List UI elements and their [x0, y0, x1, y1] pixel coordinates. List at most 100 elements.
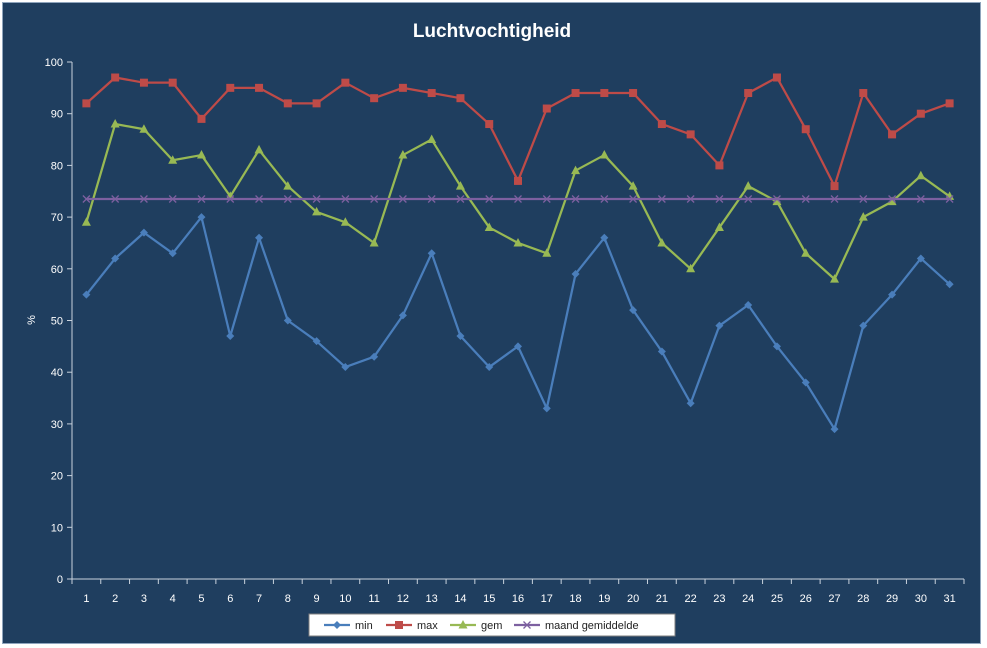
data-point: [859, 89, 868, 98]
x-tick-label: 15: [483, 593, 495, 605]
data-point: [82, 195, 91, 203]
series-line: [85, 215, 951, 431]
y-axis-label: %: [26, 315, 38, 325]
data-point: [571, 269, 580, 278]
x-tick-label: 9: [314, 593, 320, 605]
data-point: [168, 195, 177, 203]
data-point: [744, 195, 753, 203]
data-point: [427, 195, 436, 203]
data-point: [600, 195, 609, 203]
x-tick-label: 16: [512, 593, 524, 605]
y-tick-label: 90: [51, 109, 63, 121]
x-tick-label: 27: [828, 593, 840, 605]
data-point: [887, 196, 897, 206]
data-point: [542, 248, 552, 257]
data-point: [599, 150, 609, 159]
data-point: [628, 181, 638, 190]
data-point: [197, 213, 206, 222]
data-point: [255, 233, 264, 242]
data-point: [340, 217, 350, 226]
data-point: [945, 280, 954, 289]
x-tick-label: 14: [454, 593, 466, 605]
data-point: [427, 134, 437, 144]
data-point: [772, 73, 781, 82]
data-point: [341, 78, 350, 87]
data-point: [801, 125, 810, 134]
x-tick-label: 17: [541, 593, 553, 605]
data-point: [657, 120, 666, 129]
data-point: [341, 195, 350, 203]
x-tick-label: 5: [198, 593, 204, 605]
data-point: [714, 222, 724, 231]
data-point: [916, 254, 925, 263]
data-point: [514, 342, 522, 351]
data-point: [255, 195, 263, 203]
y-tick-label: 70: [51, 212, 63, 224]
data-point: [197, 114, 206, 123]
y-tick-label: 0: [57, 574, 63, 586]
data-point: [514, 195, 522, 203]
data-point: [168, 155, 178, 164]
data-point: [571, 89, 580, 98]
legend-label: max: [417, 620, 438, 632]
data-point: [888, 290, 897, 299]
data-point: [888, 130, 897, 139]
data-point: [111, 73, 120, 82]
data-point: [715, 161, 724, 170]
data-point: [283, 195, 292, 203]
x-tick-label: 1: [83, 593, 89, 605]
x-tick-label: 21: [656, 593, 668, 605]
data-point: [485, 363, 494, 372]
data-point: [571, 195, 580, 203]
x-tick-label: 30: [915, 593, 927, 605]
data-point: [312, 195, 321, 203]
data-point: [858, 212, 868, 221]
x-tick-label: 12: [397, 593, 409, 605]
data-point: [456, 332, 465, 341]
x-tick-label: 19: [598, 593, 610, 605]
y-tick-label: 100: [45, 57, 63, 69]
data-point: [859, 321, 868, 330]
x-tick-label: 22: [685, 593, 697, 605]
series-max: [82, 73, 954, 191]
series-line: [85, 122, 951, 281]
legend-label: maand gemiddelde: [545, 620, 639, 632]
x-tick-label: 13: [426, 593, 438, 605]
data-point: [801, 195, 810, 203]
legend-swatch-marker: [333, 621, 341, 629]
data-point: [197, 195, 206, 203]
chart-title: Luchtvochtigheid: [413, 21, 571, 42]
data-point: [743, 181, 753, 190]
data-point: [744, 300, 753, 309]
data-point: [283, 99, 292, 108]
legend-item: maand gemiddelde: [514, 620, 639, 632]
data-point: [398, 311, 407, 320]
data-point: [657, 237, 667, 247]
data-point: [542, 104, 551, 113]
x-tick-label: 3: [141, 593, 147, 605]
legend-label: min: [355, 620, 373, 632]
data-point: [715, 321, 724, 330]
data-point: [888, 195, 897, 203]
data-point: [139, 228, 148, 237]
x-tick-label: 10: [339, 593, 351, 605]
data-point: [542, 195, 551, 203]
data-point: [82, 290, 91, 299]
data-point: [139, 195, 148, 203]
x-tick-label: 23: [713, 593, 725, 605]
data-point: [715, 195, 724, 203]
legend-swatch-marker: [458, 620, 468, 629]
data-point: [111, 195, 120, 203]
legend-item: max: [386, 620, 438, 632]
data-point: [629, 89, 638, 98]
x-tick-label: 2: [112, 593, 118, 605]
data-point: [772, 342, 781, 351]
data-point: [312, 99, 321, 108]
data-point: [945, 99, 954, 108]
data-point: [916, 170, 926, 180]
x-tick-label: 31: [943, 593, 955, 605]
data-point: [111, 254, 120, 263]
data-point: [312, 337, 321, 346]
y-tick-label: 60: [51, 264, 63, 276]
